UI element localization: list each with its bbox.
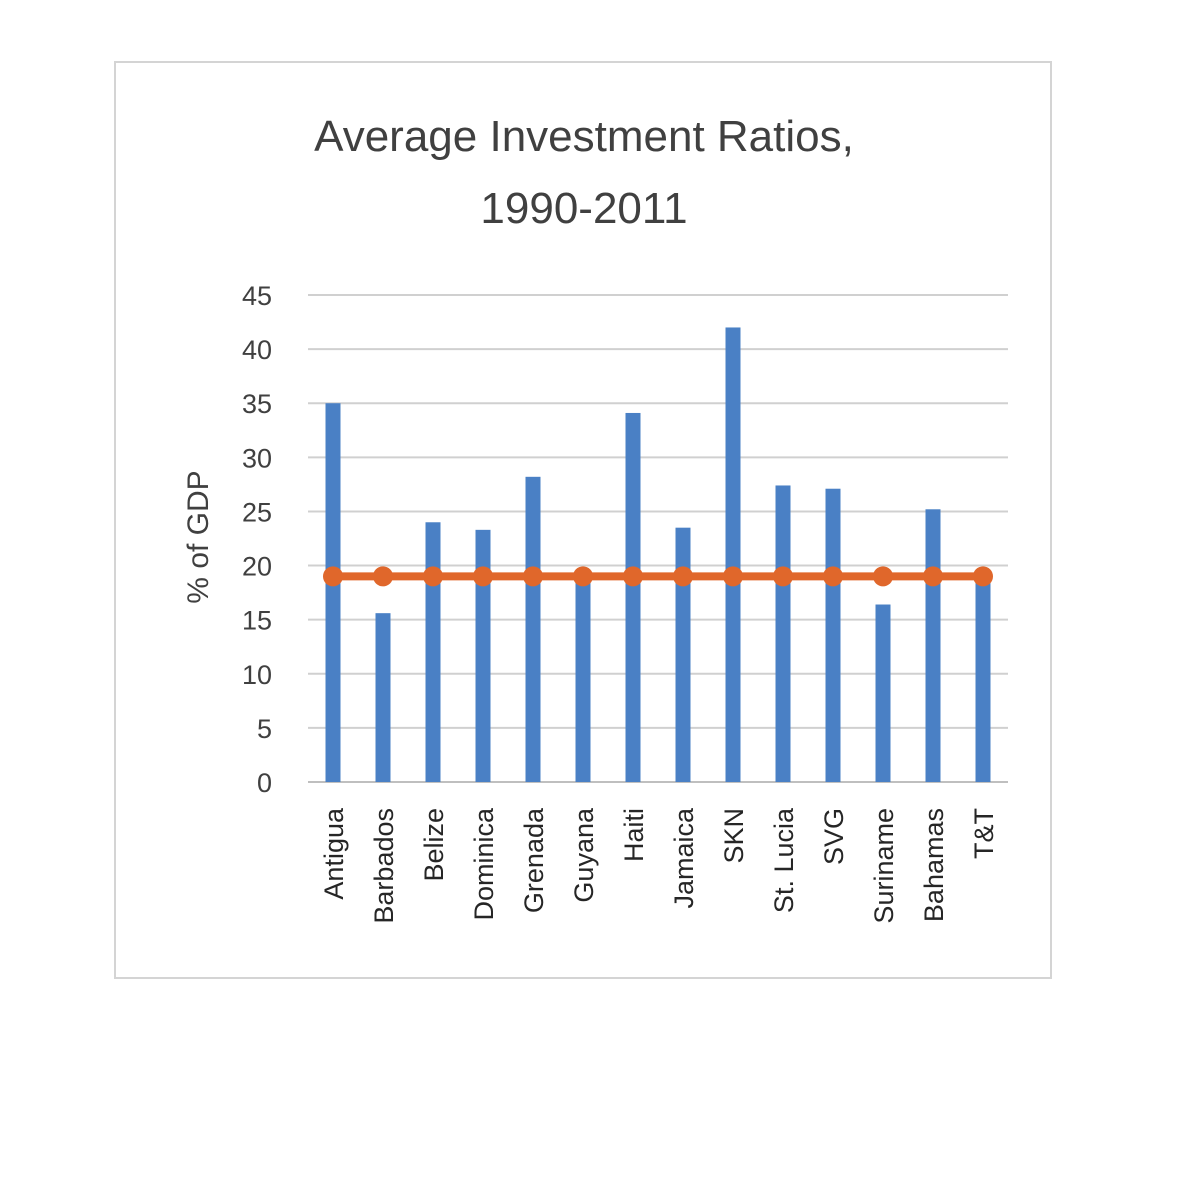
bar-guyana — [575, 576, 591, 782]
bar-suriname — [875, 604, 891, 782]
line-series — [323, 566, 993, 587]
bar-bahamas — [925, 509, 941, 782]
line-marker-st-lucia — [773, 566, 793, 587]
x-label-suriname: Suriname — [869, 808, 899, 924]
y-tick-label-45: 45 — [242, 281, 272, 311]
y-tick-label-20: 20 — [242, 552, 272, 582]
line-marker-jamaica — [673, 566, 693, 587]
x-label-st-lucia: St. Lucia — [769, 807, 799, 913]
bar-grenada — [525, 476, 541, 782]
line-marker-t-t — [973, 566, 993, 587]
y-tick-label-40: 40 — [242, 335, 272, 365]
y-tick-label-25: 25 — [242, 497, 272, 527]
bar-st-lucia — [775, 485, 791, 782]
bar-jamaica — [675, 527, 691, 782]
y-tick-label-30: 30 — [242, 443, 272, 473]
bar-antigua — [325, 403, 341, 782]
line-marker-guyana — [573, 566, 593, 587]
line-marker-barbados — [373, 566, 393, 587]
y-tick-label-0: 0 — [257, 768, 272, 798]
line-marker-grenada — [523, 566, 543, 587]
y-tick-label-5: 5 — [257, 714, 272, 744]
bar-haiti — [625, 412, 641, 782]
bar-series — [325, 327, 991, 782]
x-label-jamaica: Jamaica — [669, 807, 699, 909]
y-tick-label-15: 15 — [242, 606, 272, 636]
line-marker-belize — [423, 566, 443, 587]
x-label-guyana: Guyana — [569, 807, 599, 903]
line-marker-skn — [723, 566, 743, 587]
line-marker-bahamas — [923, 566, 943, 587]
bar-belize — [425, 522, 441, 782]
x-label-haiti: Haiti — [619, 808, 649, 862]
chart-title: Average Investment Ratios, 1990-2011 — [314, 112, 854, 233]
line-marker-antigua — [323, 566, 343, 587]
grid-layer — [308, 294, 1008, 783]
bar-svg — [825, 488, 841, 782]
x-label-antigua: Antigua — [319, 807, 349, 900]
x-label-svg: SVG — [819, 808, 849, 865]
y-tick-labels: 0 5 10 15 20 25 30 35 40 45 — [242, 281, 272, 798]
chart-title-line-2: 1990-2011 — [480, 184, 687, 233]
x-label-grenada: Grenada — [519, 807, 549, 913]
x-category-labels: Antigua Barbados Belize Dominica Grenada Guya… — [319, 807, 999, 924]
x-label-dominica: Dominica — [469, 807, 499, 921]
chart-svg: Average Investment Ratios, 1990-2011 % o… — [182, 112, 1008, 924]
y-tick-label-35: 35 — [242, 389, 272, 419]
x-label-t-t: T&T — [969, 808, 999, 859]
y-axis-title: % of GDP — [182, 470, 215, 603]
x-label-barbados: Barbados — [369, 808, 399, 924]
bar-barbados — [375, 613, 391, 782]
x-label-skn: SKN — [719, 808, 749, 864]
chart-title-line-1: Average Investment Ratios, — [314, 112, 854, 161]
chart-frame: Average Investment Ratios, 1990-2011 % o… — [114, 61, 1052, 979]
line-marker-dominica — [473, 566, 493, 587]
bar-dominica — [475, 529, 491, 782]
line-marker-suriname — [873, 566, 893, 587]
line-marker-svg — [823, 566, 843, 587]
bar-t-t — [975, 576, 991, 782]
y-tick-label-10: 10 — [242, 660, 272, 690]
bar-skn — [725, 327, 741, 782]
x-label-belize: Belize — [419, 808, 449, 882]
line-marker-haiti — [623, 566, 643, 587]
x-label-bahamas: Bahamas — [919, 808, 949, 922]
